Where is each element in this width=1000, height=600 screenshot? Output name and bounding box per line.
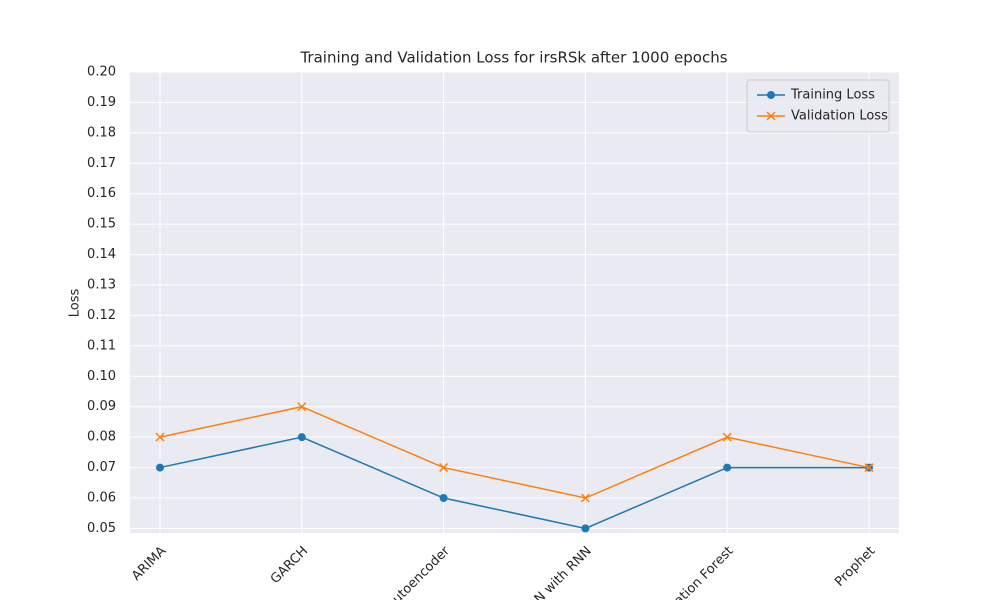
- y-tick-label: 0.07: [87, 460, 116, 475]
- legend-marker: [766, 111, 776, 121]
- y-tick-label: 0.09: [87, 399, 116, 414]
- y-tick-label: 0.15: [87, 217, 116, 232]
- line: [159, 436, 869, 530]
- point: [439, 463, 449, 473]
- y-tick-label: 0.20: [87, 65, 116, 80]
- legend-label: Validation Loss: [791, 109, 888, 124]
- y-tick-label: 0.18: [87, 125, 116, 140]
- point: [155, 432, 165, 442]
- y-tick-label: 0.12: [87, 308, 116, 323]
- legend-marker: [767, 91, 775, 99]
- y-tick-label: 0.08: [87, 430, 116, 445]
- point: [297, 433, 306, 442]
- chart-title: Training and Validation Loss for irsRSk …: [299, 49, 727, 67]
- point: [297, 402, 307, 412]
- point: [723, 463, 732, 472]
- y-axis-label: Loss: [68, 289, 83, 318]
- point: [156, 463, 164, 472]
- point: [439, 494, 448, 503]
- legend-label: Training Loss: [790, 88, 875, 103]
- y-tick-label: 0.16: [87, 186, 116, 201]
- y-tick-label: 0.17: [87, 156, 116, 171]
- y-tick-label: 0.14: [87, 247, 116, 262]
- y-tick-label: 0.11: [87, 338, 116, 353]
- legend-box: [746, 79, 890, 133]
- y-tick-label: 0.19: [87, 95, 116, 110]
- plot-area: [130, 72, 899, 533]
- y-tick-label: 0.05: [87, 521, 116, 536]
- y-tick-label: 0.13: [87, 278, 116, 293]
- point: [722, 432, 732, 442]
- y-tick-label: 0.10: [87, 369, 116, 384]
- line: [159, 405, 870, 499]
- point: [580, 493, 590, 503]
- y-tick-label: 0.06: [87, 491, 116, 506]
- point: [581, 524, 590, 533]
- point: [864, 463, 874, 473]
